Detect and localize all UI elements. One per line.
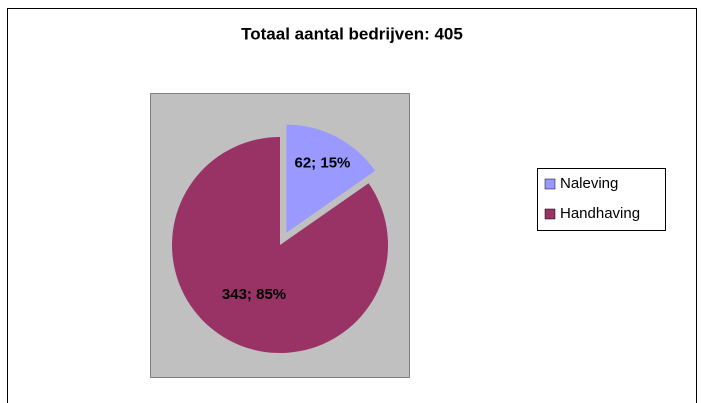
legend-box — [537, 168, 666, 231]
legend-label: Naleving — [560, 175, 618, 192]
pie-slice — [286, 124, 376, 233]
legend-label: Handhaving — [560, 205, 640, 222]
pie-slice — [172, 137, 389, 353]
data-label: 343; 85% — [222, 286, 286, 303]
data-label: 62; 15% — [295, 155, 351, 172]
chart-title: Totaal aantal bedrijven: 405 — [241, 24, 463, 43]
legend-swatch — [544, 208, 556, 220]
legend-swatch — [544, 178, 556, 190]
